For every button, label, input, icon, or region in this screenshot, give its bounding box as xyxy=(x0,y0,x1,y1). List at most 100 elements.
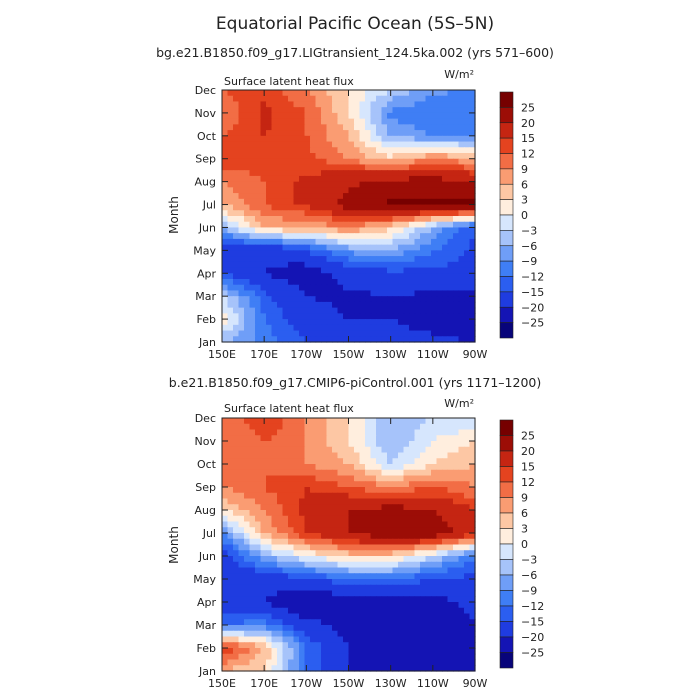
heatmap-cell xyxy=(321,290,328,297)
heatmap-cell xyxy=(310,198,317,206)
heatmap-cell xyxy=(277,227,284,234)
heatmap-cell xyxy=(425,487,432,494)
heatmap-cell xyxy=(282,642,289,649)
heatmap-cell xyxy=(398,423,405,431)
heatmap-cell xyxy=(442,492,449,500)
heatmap-cell xyxy=(376,301,383,309)
heatmap-cell xyxy=(304,307,311,314)
panel-bottom-ylabel: Month xyxy=(167,526,181,564)
heatmap-cell xyxy=(271,95,278,103)
heatmap-cell xyxy=(260,233,267,240)
heatmap-cell xyxy=(409,170,416,177)
heatmap-cell xyxy=(387,112,394,120)
heatmap-cell xyxy=(326,124,333,131)
heatmap-cell xyxy=(282,290,289,297)
heatmap-cell xyxy=(447,464,454,471)
heatmap-cell xyxy=(425,625,432,632)
heatmap-cell xyxy=(398,147,405,154)
heatmap-cell xyxy=(431,181,438,188)
heatmap-cell xyxy=(469,630,476,638)
heatmap-cell xyxy=(348,527,355,534)
heatmap-cell xyxy=(238,521,245,528)
heatmap-cell xyxy=(227,435,234,442)
heatmap-cell xyxy=(244,158,251,166)
heatmap-cell xyxy=(414,164,421,171)
heatmap-cell xyxy=(392,452,399,459)
heatmap-cell xyxy=(304,584,311,592)
heatmap-cell xyxy=(381,418,388,425)
heatmap-cell xyxy=(222,313,229,320)
heatmap-cell xyxy=(293,193,300,200)
heatmap-cell xyxy=(425,307,432,314)
heatmap-cell xyxy=(288,90,295,97)
heatmap-cell xyxy=(337,279,344,286)
colorbar-label: −3 xyxy=(521,554,537,567)
heatmap-cell xyxy=(304,141,311,148)
heatmap-cell xyxy=(376,324,383,332)
heatmap-cell xyxy=(326,464,333,471)
heatmap-cell xyxy=(238,653,245,661)
heatmap-cell xyxy=(436,469,443,477)
heatmap-cell xyxy=(293,630,300,638)
heatmap-cell xyxy=(469,544,476,551)
heatmap-cell xyxy=(381,95,388,103)
heatmap-cell xyxy=(458,267,465,274)
heatmap-cell xyxy=(244,256,251,263)
heatmap-cell xyxy=(266,118,273,125)
heatmap-cell xyxy=(370,590,377,597)
heatmap-cell xyxy=(282,630,289,638)
heatmap-cell xyxy=(425,464,432,471)
heatmap-cell xyxy=(271,175,278,183)
heatmap-cell xyxy=(354,648,361,655)
heatmap-cell xyxy=(233,107,240,114)
heatmap-cell xyxy=(447,596,454,603)
heatmap-cell xyxy=(299,515,306,523)
heatmap-cell xyxy=(464,630,471,638)
heatmap-cell xyxy=(403,227,410,234)
heatmap-cell xyxy=(249,648,256,655)
heatmap-cell xyxy=(392,533,399,540)
heatmap-cell xyxy=(458,313,465,320)
heatmap-cell xyxy=(260,613,267,620)
heatmap-cell xyxy=(266,515,273,523)
heatmap-cell xyxy=(222,579,229,586)
heatmap-cell xyxy=(277,475,284,482)
heatmap-cell xyxy=(277,665,284,672)
heatmap-cell xyxy=(282,527,289,534)
heatmap-cell xyxy=(425,290,432,297)
heatmap-cell xyxy=(271,648,278,655)
heatmap-cell xyxy=(238,487,245,494)
heatmap-cell xyxy=(337,533,344,540)
heatmap-cell xyxy=(332,227,339,234)
heatmap-cell xyxy=(321,418,328,425)
heatmap-cell xyxy=(409,418,416,425)
heatmap-cell xyxy=(381,481,388,488)
heatmap-cell xyxy=(310,147,317,154)
heatmap-cell xyxy=(381,556,388,563)
heatmap-cell xyxy=(420,244,427,251)
heatmap-cell xyxy=(392,481,399,488)
heatmap-cell xyxy=(376,124,383,131)
heatmap-cell xyxy=(409,296,416,303)
heatmap-cell xyxy=(332,441,339,448)
heatmap-cell xyxy=(458,642,465,649)
heatmap-cell xyxy=(398,290,405,297)
heatmap-cell xyxy=(249,510,256,517)
heatmap-cell xyxy=(469,573,476,580)
heatmap-cell xyxy=(469,515,476,523)
heatmap-cell xyxy=(403,267,410,274)
heatmap-cell xyxy=(420,492,427,500)
heatmap-cell xyxy=(277,544,284,551)
heatmap-cell xyxy=(464,147,471,154)
heatmap-cell xyxy=(376,487,383,494)
heatmap-cell xyxy=(255,464,262,471)
heatmap-cell xyxy=(348,642,355,649)
heatmap-cell xyxy=(376,573,383,580)
heatmap-cell xyxy=(458,579,465,586)
heatmap-cell xyxy=(244,596,251,603)
heatmap-cell xyxy=(332,573,339,580)
heatmap-cell xyxy=(249,244,256,251)
heatmap-cell xyxy=(315,527,322,534)
heatmap-cell xyxy=(469,238,476,246)
colorbar-box xyxy=(499,559,514,576)
